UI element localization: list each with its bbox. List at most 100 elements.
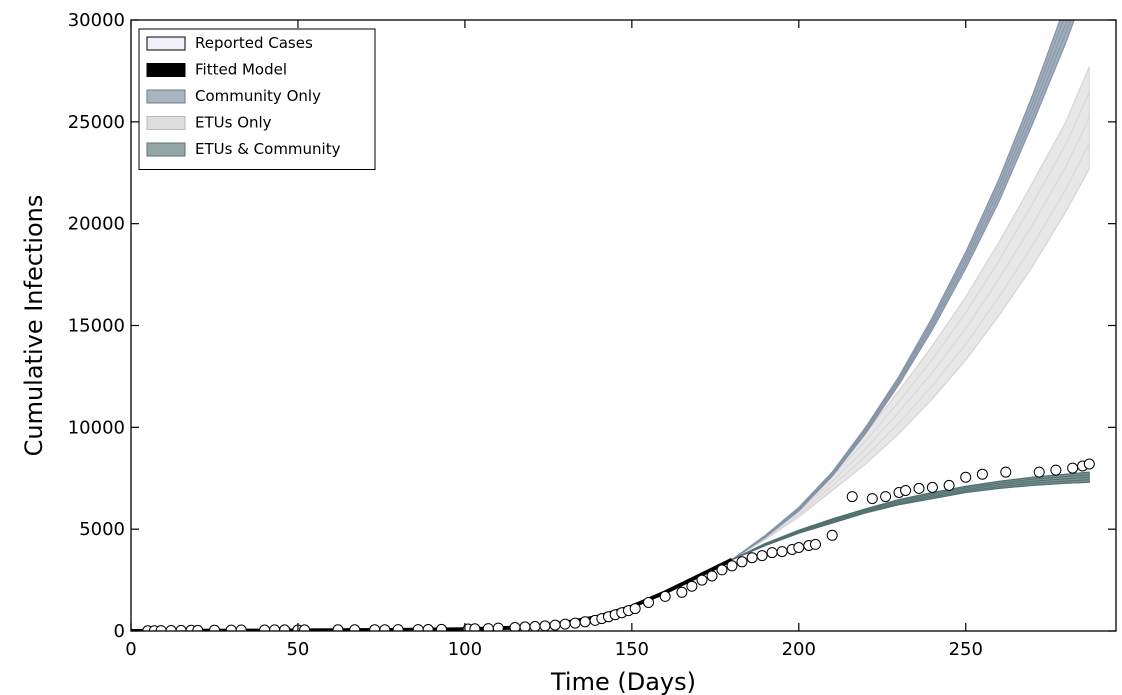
reported-cases-point bbox=[913, 482, 925, 494]
community-only-trace bbox=[731, 20, 1061, 561]
reported-cases-point bbox=[706, 570, 718, 582]
reported-cases-point bbox=[225, 624, 237, 631]
reported-cases-point bbox=[259, 624, 271, 631]
legend-item-0: Reported Cases bbox=[146, 34, 313, 52]
reported-cases-point bbox=[736, 556, 748, 568]
community-only-trace bbox=[731, 20, 1072, 561]
series-layer bbox=[131, 20, 1095, 631]
reported-cases-point bbox=[549, 619, 561, 631]
reported-cases-point bbox=[746, 552, 758, 564]
reported-cases-point bbox=[482, 623, 494, 631]
legend-label-fitted-model: Fitted Model bbox=[195, 61, 287, 79]
legend-swatch-etus-only bbox=[146, 116, 186, 130]
y-tick-label: 20000 bbox=[68, 214, 125, 235]
reported-cases-point bbox=[926, 481, 938, 493]
reported-cases-point bbox=[756, 550, 768, 562]
reported-cases-point bbox=[1000, 466, 1012, 478]
reported-cases-point bbox=[332, 624, 344, 631]
reported-cases-point bbox=[643, 597, 654, 608]
community-only-trace bbox=[731, 20, 1068, 561]
y-tick-label: 0 bbox=[114, 621, 125, 642]
reported-cases-point bbox=[880, 491, 892, 503]
reported-cases-point bbox=[776, 546, 788, 558]
reported-cases-point bbox=[716, 564, 728, 576]
legend-item-2: Community Only bbox=[146, 87, 321, 105]
legend-label-reported-cases: Reported Cases bbox=[195, 34, 313, 52]
community-only-band bbox=[731, 20, 1075, 561]
y-tick-label: 10000 bbox=[68, 417, 125, 438]
legend-item-1: Fitted Model bbox=[146, 61, 287, 79]
etus-community-band bbox=[731, 471, 1090, 561]
reported-cases-point bbox=[579, 616, 591, 628]
reported-cases-point bbox=[412, 624, 424, 631]
reported-cases-point bbox=[279, 624, 291, 631]
reported-cases-point bbox=[1083, 458, 1095, 470]
x-tick-label: 100 bbox=[448, 639, 482, 660]
etus-only-trace bbox=[731, 66, 1090, 561]
etus-community-trace bbox=[731, 476, 1090, 561]
reported-cases-point bbox=[659, 590, 671, 602]
x-tick-label: 0 bbox=[125, 639, 136, 660]
legend: Reported Cases Fitted Model Community On… bbox=[138, 28, 376, 170]
reported-cases-point bbox=[1033, 466, 1045, 478]
reported-cases-point bbox=[629, 603, 641, 615]
legend-swatch-community-only bbox=[146, 89, 186, 104]
y-tick-label: 5000 bbox=[79, 519, 125, 540]
reported-cases-point bbox=[810, 538, 821, 550]
y-tick-label: 25000 bbox=[68, 112, 125, 133]
reported-cases-point bbox=[766, 547, 778, 559]
etus-community-trace bbox=[731, 474, 1090, 561]
reported-cases-point bbox=[793, 542, 805, 553]
etus-community-trace bbox=[731, 481, 1090, 561]
reported-cases-point bbox=[392, 624, 404, 631]
reported-cases-point bbox=[866, 493, 878, 505]
legend-label-community-only: Community Only bbox=[195, 87, 321, 105]
reported-cases-point bbox=[696, 574, 708, 586]
x-tick-label: 200 bbox=[782, 639, 816, 660]
reported-cases-point bbox=[1050, 464, 1062, 476]
reported-cases-point bbox=[1067, 462, 1079, 474]
reported-cases-points bbox=[142, 458, 1095, 631]
reported-cases-point bbox=[492, 622, 504, 631]
legend-label-etus-community: ETUs & Community bbox=[195, 140, 341, 158]
community-only-trace bbox=[731, 20, 1064, 561]
y-tick-label: 15000 bbox=[68, 316, 125, 337]
reported-cases-point bbox=[235, 624, 247, 631]
legend-swatch-reported-cases bbox=[146, 36, 186, 51]
reported-cases-point bbox=[726, 560, 738, 572]
reported-cases-point bbox=[686, 580, 698, 592]
reported-cases-point bbox=[269, 624, 281, 631]
etus-only-trace bbox=[731, 142, 1090, 561]
etus-community-trace bbox=[731, 479, 1090, 561]
legend-swatch-etus-community bbox=[146, 142, 186, 157]
reported-cases-point bbox=[539, 620, 551, 631]
legend-label-etus-only: ETUs Only bbox=[195, 114, 272, 132]
reported-cases-point bbox=[436, 623, 447, 631]
x-tick-label: 50 bbox=[286, 639, 309, 660]
reported-cases-point bbox=[826, 529, 838, 541]
reported-cases-point bbox=[209, 624, 220, 631]
reported-cases-point bbox=[976, 468, 988, 480]
reported-cases-point bbox=[369, 624, 381, 631]
axis-layer: 0 50 100 150 200 250 0 5000 10000 15000 20000 25000… bbox=[68, 10, 1116, 660]
reported-cases-point bbox=[960, 471, 972, 483]
etus-only-trace bbox=[731, 117, 1090, 561]
community-only-trace bbox=[731, 20, 1075, 561]
reported-cases-point bbox=[379, 624, 391, 631]
etus-only-trace bbox=[731, 168, 1090, 561]
reported-cases-point bbox=[529, 621, 541, 631]
reported-cases-point bbox=[422, 624, 434, 631]
y-tick-label: 30000 bbox=[68, 10, 125, 31]
reported-cases-point bbox=[676, 586, 688, 598]
x-tick-label: 250 bbox=[949, 639, 983, 660]
reported-cases-point bbox=[299, 624, 311, 631]
x-axis-label: Time (Days) bbox=[550, 668, 696, 695]
reported-cases-point bbox=[349, 624, 361, 631]
reported-cases-point bbox=[943, 479, 955, 491]
reported-cases-point bbox=[846, 491, 858, 503]
reported-cases-point bbox=[559, 618, 571, 630]
reported-cases-point bbox=[569, 617, 581, 629]
legend-item-3: ETUs Only bbox=[146, 114, 272, 132]
legend-swatch-fitted-model bbox=[146, 63, 186, 77]
